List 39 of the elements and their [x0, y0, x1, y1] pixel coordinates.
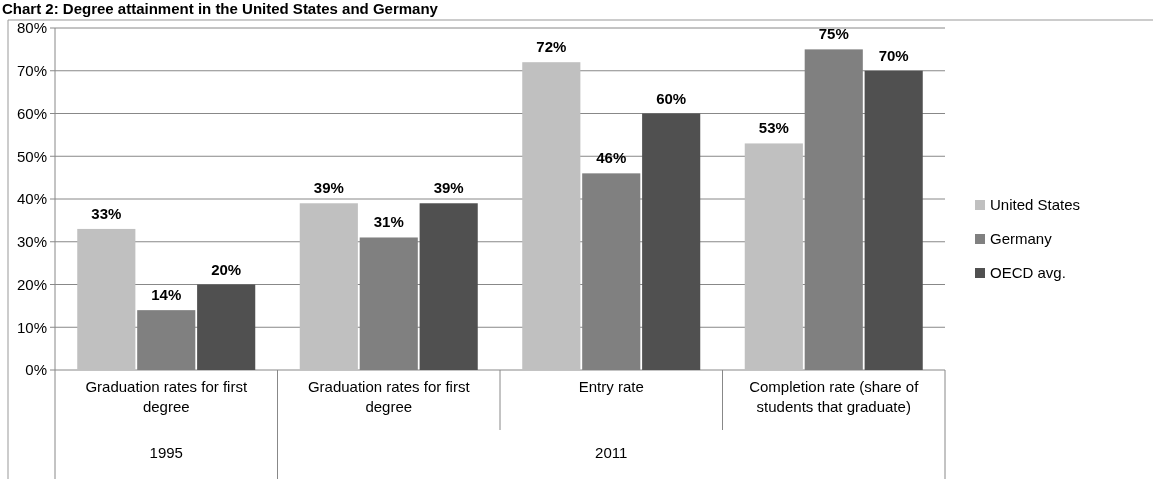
- text: 1995: [149, 444, 183, 461]
- x-tick-label: Graduation rates for first degree: [307, 378, 471, 415]
- x-tick-label: Entry rate: [578, 378, 644, 395]
- bar: [197, 284, 256, 370]
- chart-title: Chart 2: Degree attainment in the United States and Germany: [2, 0, 439, 17]
- text: 53%: [758, 119, 789, 137]
- bar: [419, 203, 478, 370]
- y-tick-label: 0%: [25, 361, 47, 379]
- text: 75%: [818, 25, 849, 43]
- text: 39%: [313, 179, 344, 197]
- bar: [522, 62, 581, 370]
- text: 60%: [656, 89, 687, 107]
- text: 31%: [373, 213, 404, 231]
- text: 70%: [878, 46, 909, 64]
- legend-label: Germany: [990, 230, 1053, 248]
- text: 14%: [151, 286, 182, 304]
- y-tick-label: 10%: [16, 318, 47, 336]
- y-tick-label: 80%: [16, 19, 47, 37]
- bar: [299, 203, 358, 370]
- bar: [642, 113, 701, 370]
- legend-label: OECD avg.: [990, 264, 1066, 282]
- x-tick-label: Graduation rates for first degree: [85, 378, 248, 415]
- text: 33%: [91, 204, 122, 222]
- y-tick-label: 50%: [16, 147, 47, 165]
- y-tick-label: 60%: [16, 104, 47, 122]
- text: 39%: [433, 179, 464, 197]
- text: 2011: [595, 444, 628, 461]
- x-tick-label: Completion rate (share of students that graduate): [749, 378, 920, 415]
- text: 46%: [596, 149, 627, 167]
- text: 72%: [536, 38, 567, 56]
- bar: [744, 143, 803, 370]
- bar: [864, 70, 923, 370]
- y-tick-label: 30%: [16, 233, 47, 250]
- y-tick-label: 20%: [16, 275, 47, 293]
- y-tick-label: 40%: [16, 190, 47, 208]
- legend-label: United States: [990, 196, 1081, 214]
- text: 20%: [211, 260, 242, 278]
- y-tick-label: 70%: [16, 62, 47, 79]
- bar: [77, 228, 136, 370]
